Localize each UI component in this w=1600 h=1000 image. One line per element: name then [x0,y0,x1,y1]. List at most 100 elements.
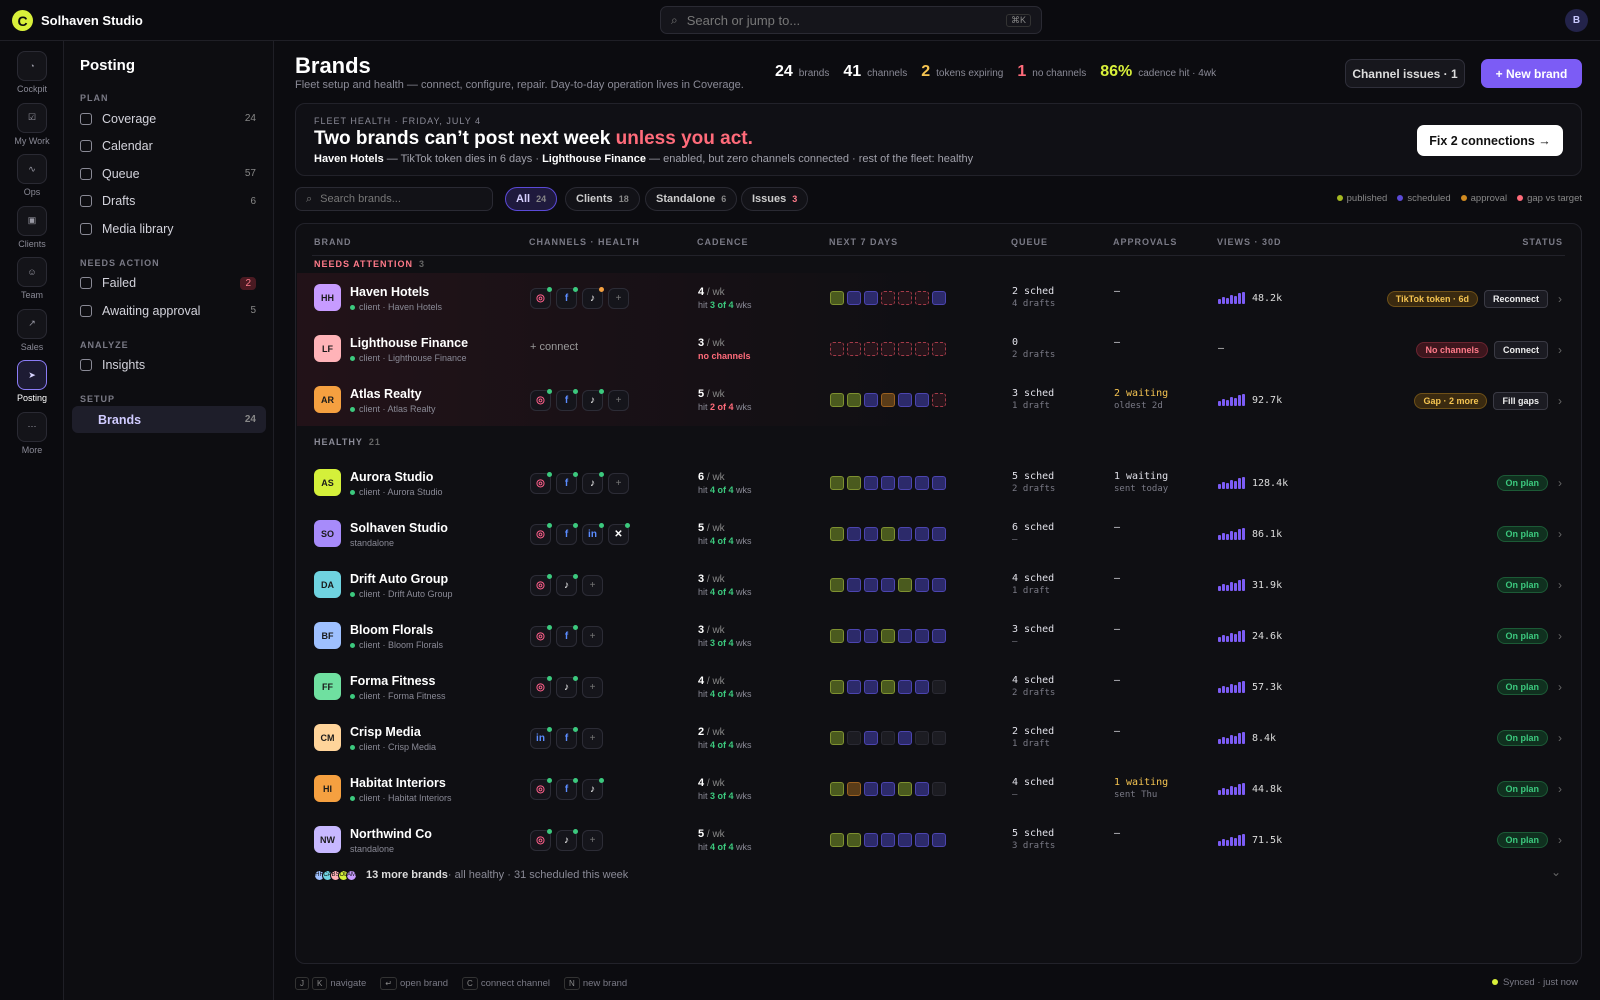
day-cell[interactable] [830,578,844,592]
day-cell[interactable] [881,476,895,490]
day-cell[interactable] [898,291,912,305]
linkedin-icon[interactable]: in [582,523,604,545]
sidebar-item-awaiting-approval[interactable]: Awaiting approval 5 [72,297,266,324]
filter-chip-clients[interactable]: Clients 18 [565,187,640,211]
facebook-icon[interactable]: f [556,625,578,647]
brand-row[interactable]: FF Forma Fitness client · Forma Fitness ◎ ♪ +… [297,662,1582,713]
brand-row[interactable]: BF Bloom Florals client · Bloom Florals ◎ f +… [297,611,1582,662]
brand-name[interactable]: Habitat Interiors [350,776,446,790]
sidebar-item-failed[interactable]: Failed 2 [72,270,266,297]
connect-channel-link[interactable]: + connect [530,341,579,353]
day-cell[interactable] [915,629,929,643]
brand-name[interactable]: Haven Hotels [350,285,430,299]
add-channel-icon[interactable]: + [582,626,603,647]
day-cell[interactable] [932,291,946,305]
add-channel-icon[interactable]: + [608,288,629,309]
day-cell[interactable] [830,833,844,847]
day-cell[interactable] [881,680,895,694]
brand-name[interactable]: Aurora Studio [350,470,434,484]
facebook-icon[interactable]: f [556,389,578,411]
day-cell[interactable] [830,629,844,643]
instagram-icon[interactable]: ◎ [530,778,552,800]
chevron-down-icon[interactable]: ⌄ [1550,865,1561,879]
x-icon[interactable]: ✕ [608,523,630,545]
tiktok-icon[interactable]: ♪ [556,676,578,698]
instagram-icon[interactable]: ◎ [530,676,552,698]
day-cell[interactable] [881,833,895,847]
brand-name[interactable]: Northwind Co [350,827,432,841]
add-channel-icon[interactable]: + [582,830,603,851]
day-cell[interactable] [847,629,861,643]
brand-name[interactable]: Drift Auto Group [350,572,449,586]
sidebar-item-brands[interactable]: Brands 24 [72,406,266,433]
chevron-right-icon[interactable]: › [1558,680,1562,694]
brand-row[interactable]: AR Atlas Realty client · Atlas Realty ◎ f ♪ +5… [297,375,1582,426]
day-cell[interactable] [864,731,878,745]
day-cell[interactable] [847,527,861,541]
tiktok-icon[interactable]: ♪ [556,574,578,596]
tiktok-icon[interactable]: ♪ [582,472,604,494]
day-cell[interactable] [881,629,895,643]
day-cell[interactable] [847,476,861,490]
day-cell[interactable] [830,393,844,407]
global-search-input[interactable]: ⌕ Search or jump to... ⌘K [660,6,1042,34]
day-cell[interactable] [864,833,878,847]
day-cell[interactable] [864,342,878,356]
day-cell[interactable] [915,833,929,847]
rail-item-my-work[interactable]: ☑ My Work [0,102,64,146]
day-cell[interactable] [932,680,946,694]
rail-item-clients[interactable]: ▣ Clients [0,205,64,249]
reconnect-button[interactable]: Reconnect [1483,290,1548,308]
day-cell[interactable] [847,833,861,847]
linkedin-icon[interactable]: in [530,727,552,749]
brand-name[interactable]: Forma Fitness [350,674,436,688]
day-cell[interactable] [864,527,878,541]
day-cell[interactable] [915,476,929,490]
day-cell[interactable] [864,578,878,592]
day-cell[interactable] [932,476,946,490]
sidebar-item-queue[interactable]: Queue 57 [72,160,266,187]
day-cell[interactable] [847,342,861,356]
rail-item-sales[interactable]: ↗ Sales [0,308,64,352]
brand-row[interactable]: DA Drift Auto Group client · Drift Auto Gr… [297,560,1582,611]
add-channel-icon[interactable]: + [608,390,629,411]
day-cell[interactable] [932,393,946,407]
day-cell[interactable] [881,393,895,407]
day-cell[interactable] [881,578,895,592]
brand-row[interactable]: HH Haven Hotels client · Haven Hotels ◎ f ♪ +4… [297,273,1582,324]
day-cell[interactable] [932,731,946,745]
tiktok-icon[interactable]: ♪ [582,778,604,800]
day-cell[interactable] [932,578,946,592]
rail-item-more[interactable]: ⋯ More [0,411,64,455]
sidebar-item-media-library[interactable]: Media library [72,215,266,242]
brand-row[interactable]: HI Habitat Interiors client · Habitat Inte… [297,764,1582,815]
day-cell[interactable] [830,782,844,796]
chevron-right-icon[interactable]: › [1558,476,1562,490]
day-cell[interactable] [932,782,946,796]
chevron-right-icon[interactable]: › [1558,833,1562,847]
day-cell[interactable] [915,291,929,305]
day-cell[interactable] [915,527,929,541]
rail-item-cockpit[interactable]: ◔ Cockpit [0,51,64,94]
fill-gaps-button[interactable]: Fill gaps [1493,392,1548,410]
day-cell[interactable] [898,731,912,745]
tiktok-icon[interactable]: ♪ [556,829,578,851]
day-cell[interactable] [881,291,895,305]
day-cell[interactable] [932,833,946,847]
day-cell[interactable] [915,680,929,694]
instagram-icon[interactable]: ◎ [530,829,552,851]
day-cell[interactable] [898,578,912,592]
add-channel-icon[interactable]: + [582,677,603,698]
facebook-icon[interactable]: f [556,472,578,494]
day-cell[interactable] [881,527,895,541]
facebook-icon[interactable]: f [556,287,578,309]
day-cell[interactable] [830,291,844,305]
day-cell[interactable] [898,782,912,796]
brand-name[interactable]: Atlas Realty [350,387,422,401]
brand-name[interactable]: Solhaven Studio [350,521,448,535]
day-cell[interactable] [830,680,844,694]
instagram-icon[interactable]: ◎ [530,625,552,647]
add-channel-icon[interactable]: + [582,575,603,596]
brand-row[interactable]: SO Solhaven Studio standalone ◎ f in ✕ 5 / wk hi… [297,509,1582,560]
tiktok-icon[interactable]: ♪ [582,389,604,411]
